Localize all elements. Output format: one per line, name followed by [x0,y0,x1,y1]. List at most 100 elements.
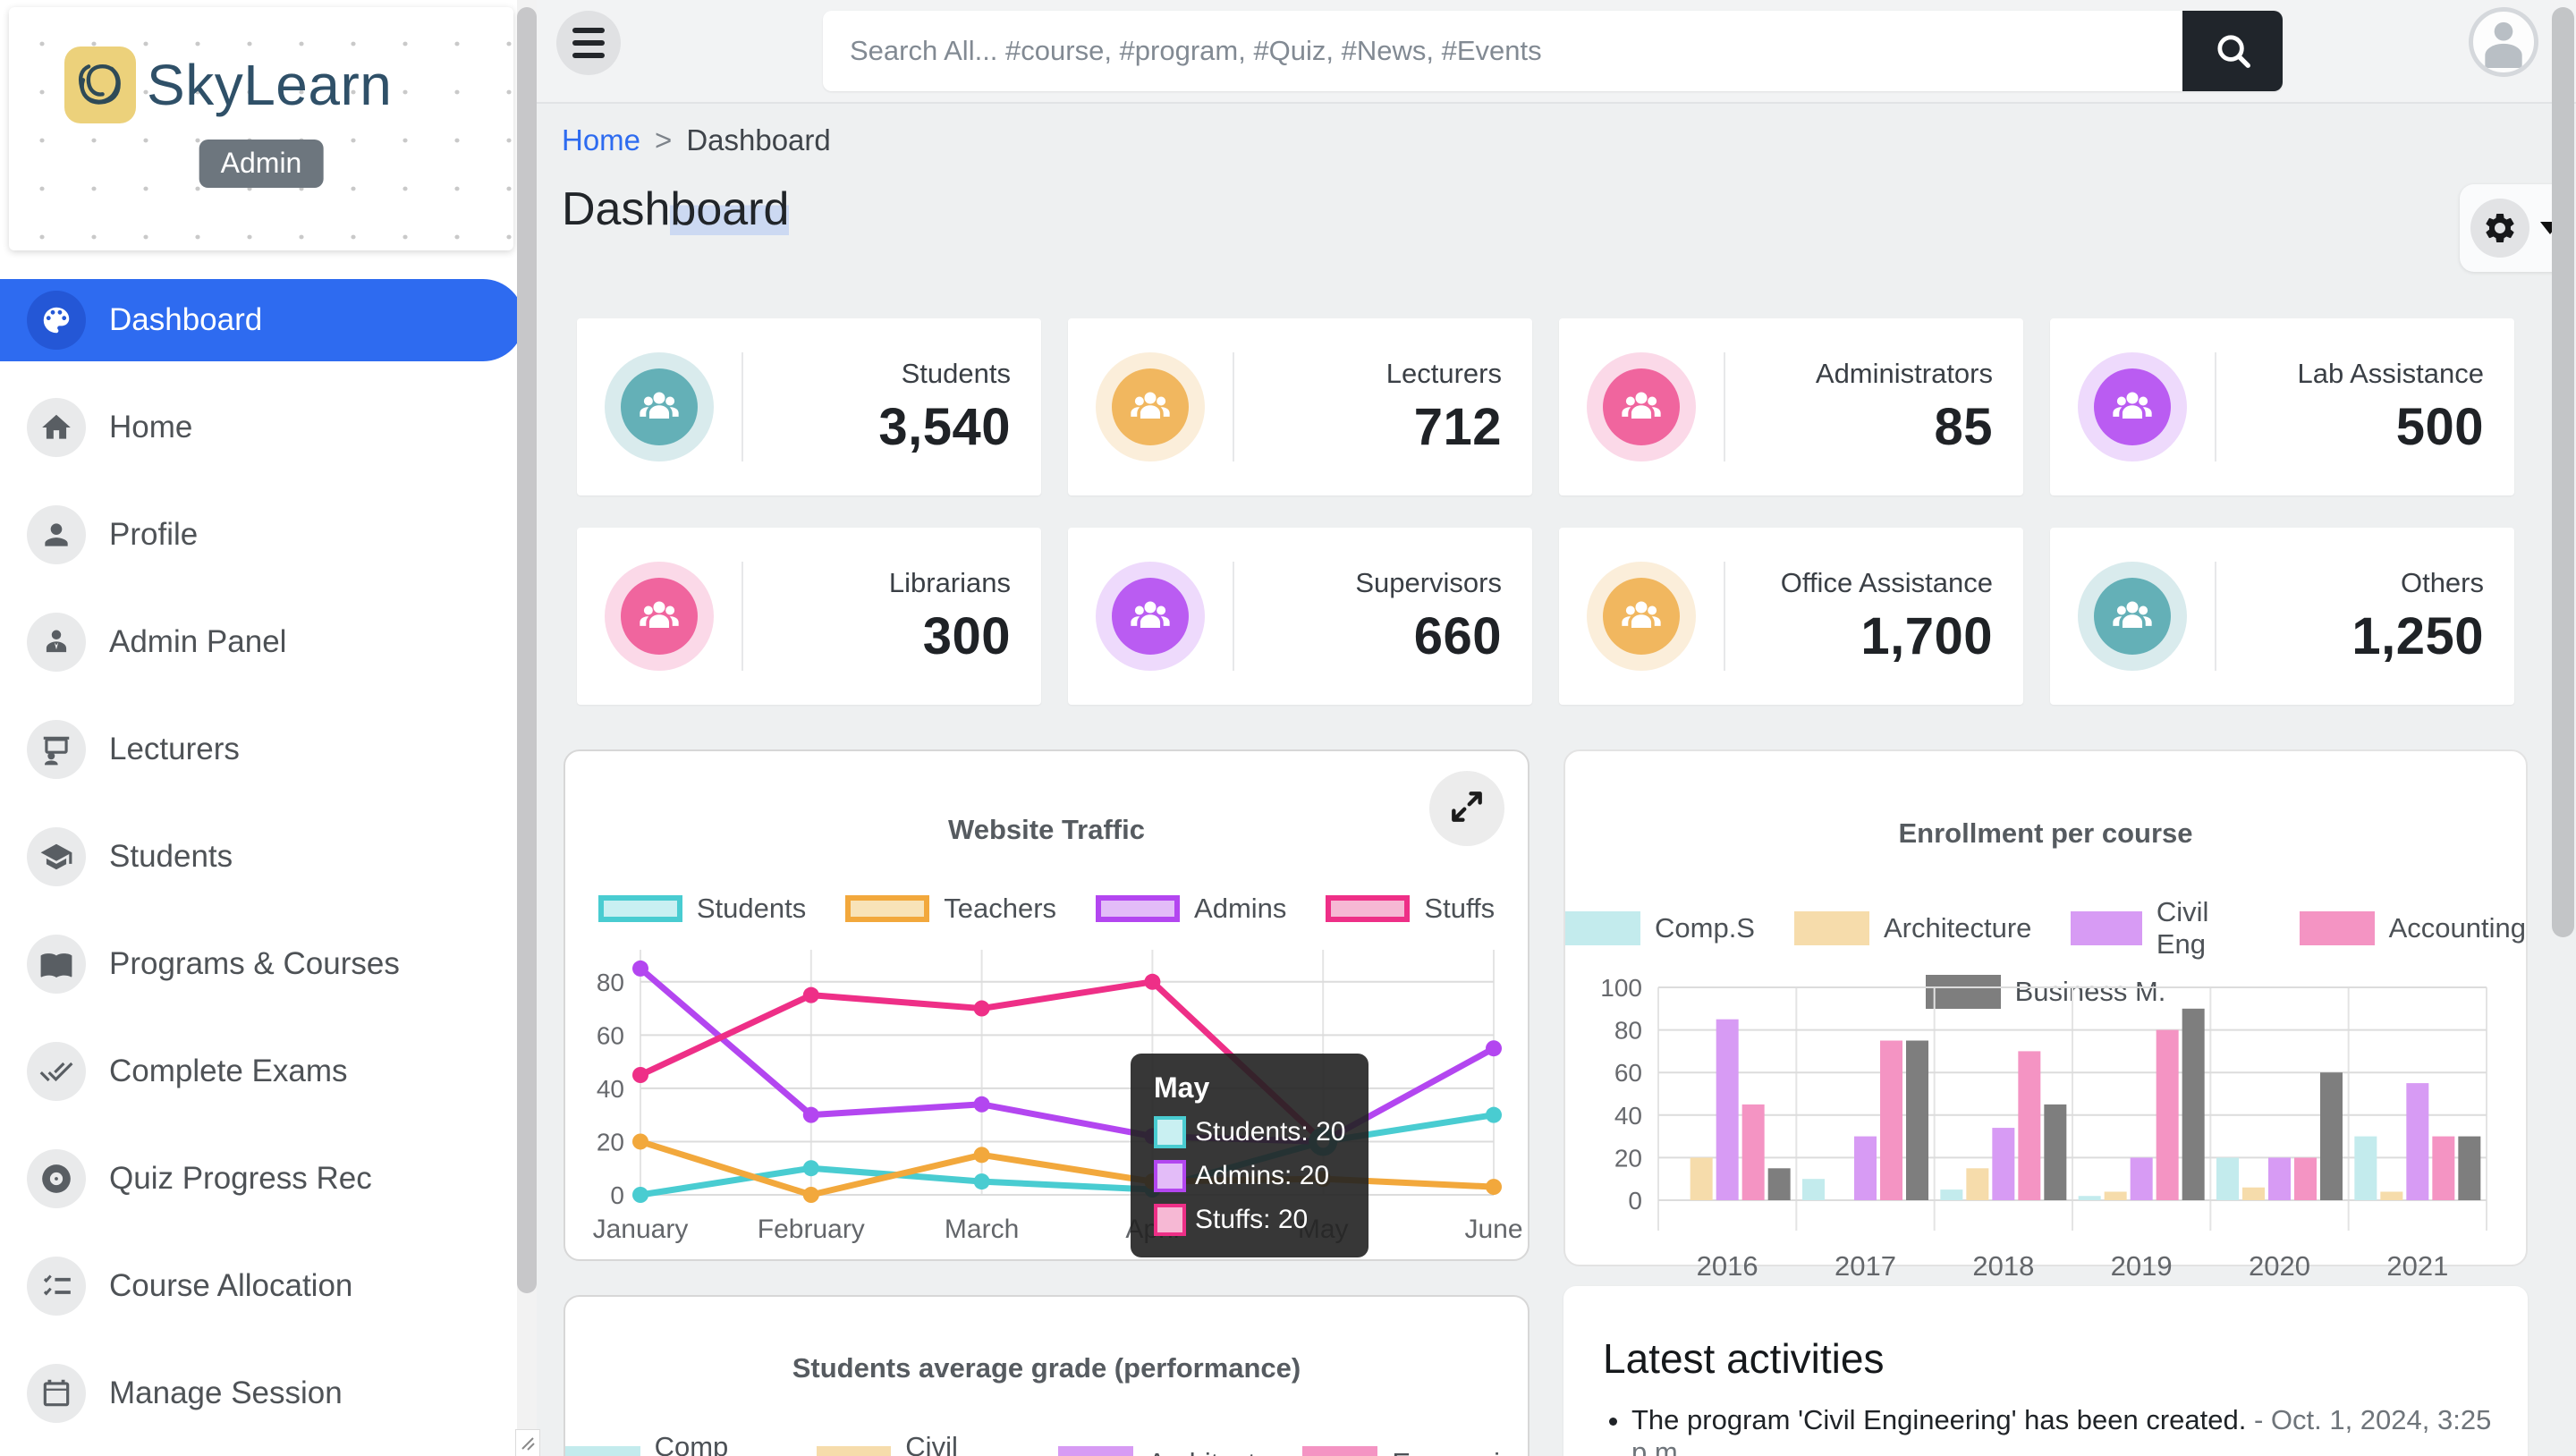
sidebar-item-complete-exams[interactable]: Complete Exams [0,1018,537,1125]
legend-item-business-m[interactable]: Business M. [1925,975,2166,1009]
activity-text: The program 'Civil Engineering' has been… [1631,1404,2247,1435]
divider [741,352,743,461]
tooltip-text: Admins: 20 [1195,1161,1330,1190]
legend-item-civil-eng[interactable]: Civil eng. [816,1431,1019,1456]
svg-text:80: 80 [1614,1017,1642,1045]
search-button[interactable] [2182,11,2283,91]
group-icon [621,368,698,445]
svg-text:2019: 2019 [2111,1250,2173,1282]
legend-item-accounting[interactable]: Accounting [2299,911,2526,945]
sidebar-item-label: Admin Panel [109,624,287,659]
sidebar-item-programs-courses[interactable]: Programs & Courses [0,910,537,1018]
stat-value: 300 [922,606,1011,665]
website-traffic-card: Website Traffic Students Teachers Admins St… [564,749,1530,1261]
sidebar-item-lecturers[interactable]: Lecturers [0,696,537,803]
legend-item-stuffs[interactable]: Stuffs [1326,893,1495,925]
sidebar-item-admin-panel[interactable]: Admin Panel [0,588,537,696]
search-input[interactable] [823,11,2182,91]
legend-item-comp-sci[interactable]: Comp sci. [565,1431,777,1456]
legend-swatch [816,1446,892,1456]
svg-text:2021: 2021 [2386,1250,2448,1282]
stat-card-administrators: Administrators 85 [1559,318,2023,495]
sidebar-item-dashboard[interactable]: Dashboard [0,279,524,361]
sidebar-item-label: Manage Session [109,1376,343,1410]
svg-text:February: February [758,1215,865,1244]
svg-text:60: 60 [597,1021,624,1049]
breadcrumb-separator: > [655,123,673,157]
enrollment-card: Enrollment per course Comp.S Architecture… [1563,749,2528,1282]
svg-text:40: 40 [597,1075,624,1103]
legend-item-architect[interactable]: Architect. [1058,1446,1263,1456]
chart-title: Website Traffic [948,814,1145,845]
sidebar-item-label: Course Allocation [109,1268,353,1303]
enrollment-chart[interactable]: 0 20 40 60 80 100 2016 2017 2018 2019 2020 2021 [1580,974,2515,1282]
group-icon [1603,578,1680,655]
legend-item-architecture[interactable]: Architecture [1793,911,2031,945]
chart-title: Students average grade (performance) [792,1352,1301,1384]
stat-label: Lecturers [1385,357,1502,389]
tooltip-row-students: Students: 20 [1154,1116,1345,1148]
main-scrollbar-thumb[interactable] [2552,7,2574,937]
breadcrumb-home-link[interactable]: Home [562,123,641,157]
sidebar-item-label: Quiz Progress Rec [109,1161,372,1196]
sidebar-item-label: Lecturers [109,732,240,766]
legend-label: Civil eng. [905,1431,958,1456]
svg-text:80: 80 [597,969,624,996]
gear-icon [2470,199,2529,258]
person-icon [27,505,86,564]
divider [2215,562,2216,671]
sidebar-scrollbar-thumb[interactable] [517,7,537,1293]
checklist-icon [27,1257,86,1316]
website-traffic-chart[interactable]: 020406080JanuaryFebruaryMarchAprilMayJun… [581,941,1523,1256]
divider [2215,352,2216,461]
divider [741,562,743,671]
stat-card-lab-assistance: Lab Assistance 500 [2050,318,2514,495]
sidebar-item-profile[interactable]: Profile [0,481,537,588]
sidebar-header: SkyLearn Admin [9,7,513,250]
legend-swatch [597,895,682,922]
sidebar-item-course-allocation[interactable]: Course Allocation [0,1232,537,1340]
hamburger-menu-button[interactable] [556,11,621,75]
legend-swatch [2299,911,2375,945]
divider [1233,352,1234,461]
group-icon [2094,578,2171,655]
legend-swatch [1096,895,1181,922]
svg-text:0: 0 [1628,1187,1642,1215]
traffic-legend: Students Teachers Admins Stuffs [565,893,1528,925]
sidebar-item-quiz-progress-rec[interactable]: Quiz Progress Rec [0,1125,537,1232]
legend-item-students[interactable]: Students [597,893,806,925]
user-avatar[interactable] [2469,7,2538,77]
sidebar-resize-grip[interactable] [515,1429,540,1456]
legend-item-comp-s[interactable]: Comp.S [1565,911,1755,945]
legend-item-civil-eng[interactable]: Civil Eng [2071,896,2259,961]
legend-item-teachers[interactable]: Teachers [845,893,1056,925]
stat-value: 500 [2395,397,2484,456]
legend-label: Architect. [1148,1447,1263,1456]
sidebar: SkyLearn Admin Dashboard Home Profile Admin… [0,0,540,1456]
average-grade-legend: Comp sci. Civil eng. Architect. Economics [565,1431,1528,1456]
graduation-cap-icon [27,827,86,886]
tooltip-row-admins: Admins: 20 [1154,1160,1345,1192]
legend-label: Teachers [944,893,1057,924]
legend-swatch [1925,975,2001,1009]
sidebar-item-students[interactable]: Students [0,803,537,910]
group-icon [1112,368,1189,445]
svg-text:100: 100 [1600,974,1642,1002]
legend-label: Comp.S [1655,912,1755,944]
svg-text:2017: 2017 [1835,1250,1896,1282]
tooltip-swatch [1154,1160,1186,1192]
legend-item-admins[interactable]: Admins [1096,893,1286,925]
sidebar-item-home[interactable]: Home [0,374,537,481]
tooltip-row-stuffs: Stuffs: 20 [1154,1204,1345,1236]
sidebar-item-label: Complete Exams [109,1054,348,1088]
svg-text:0: 0 [610,1181,624,1209]
tooltip-text: Stuffs: 20 [1195,1205,1309,1234]
stat-label: Lab Assistance [2297,357,2484,389]
legend-label: Comp sci. [654,1431,729,1456]
legend-label: Business M. [2014,976,2166,1007]
sidebar-item-manage-session[interactable]: Manage Session [0,1340,537,1447]
stat-value: 85 [1934,397,1993,456]
search-icon [2212,30,2253,73]
expand-chart-button[interactable] [1429,771,1504,846]
legend-item-economics[interactable]: Economics [1302,1446,1528,1456]
